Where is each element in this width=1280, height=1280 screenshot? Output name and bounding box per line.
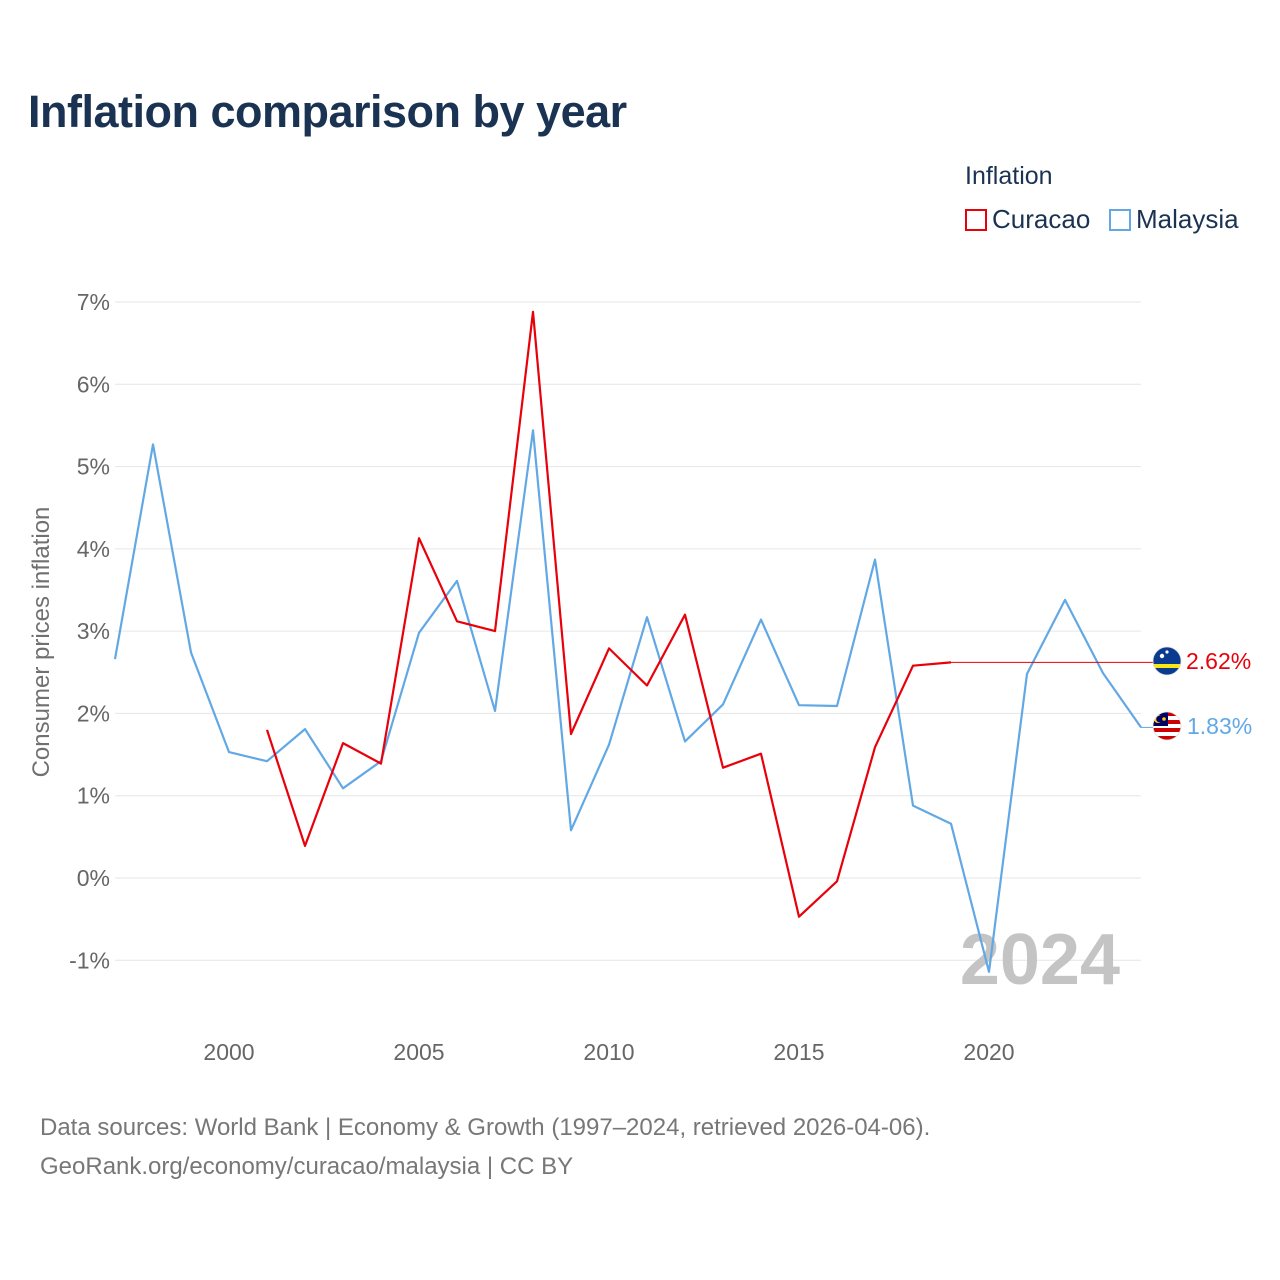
x-tick-label: 2015: [773, 1039, 824, 1065]
series-line-malaysia: [113, 429, 1142, 973]
x-tick-label: 2020: [963, 1039, 1014, 1065]
source-line-2[interactable]: GeoRank.org/economy/curacao/malaysia | C…: [40, 1153, 574, 1180]
x-tick-label: 2005: [393, 1039, 444, 1065]
series-line-curacao: [265, 310, 952, 918]
x-tick-label: 2000: [203, 1039, 254, 1065]
legend-swatch-malaysia: [1109, 208, 1131, 231]
y-tick-label: 6%: [77, 371, 110, 397]
chart-title: Inflation comparison by year: [28, 86, 627, 137]
y-tick-label: 7%: [77, 289, 110, 315]
source-line-1: Data sources: World Bank | Economy & Gro…: [40, 1114, 931, 1141]
legend-label-malaysia: Malaysia: [1136, 204, 1239, 234]
legend-item-curacao[interactable]: Curacao: [965, 204, 1090, 235]
source-note: Data sources: World Bank | Economy & Gro…: [40, 1108, 930, 1186]
y-tick-label: -1%: [69, 947, 110, 973]
end-label-curacao: 2.62%: [1186, 648, 1251, 674]
gridlines: [115, 301, 1141, 961]
year-watermark: 2024: [960, 920, 1120, 1000]
malaysia-flag-icon: [1152, 711, 1182, 741]
x-tick-label: 2010: [583, 1039, 634, 1065]
series-lines: [113, 310, 1153, 973]
y-tick-label: 2%: [77, 700, 110, 726]
legend-item-malaysia[interactable]: Malaysia: [1109, 204, 1239, 235]
legend-swatch-curacao: [965, 208, 987, 231]
y-tick-label: 1%: [77, 783, 110, 809]
legend-label-curacao: Curacao: [992, 204, 1091, 234]
y-tick-labels: -1% 0% 1% 2% 3% 4% 5% 6% 7%: [69, 289, 110, 973]
end-label-malaysia: 1.83%: [1187, 713, 1252, 739]
curacao-flag-icon: [1152, 646, 1182, 676]
legend-title: Inflation: [965, 162, 1053, 190]
y-tick-label: 4%: [77, 536, 110, 562]
x-tick-labels: 2000 2005 2010 2015 2020: [203, 1039, 1014, 1065]
y-tick-label: 3%: [77, 618, 110, 644]
y-tick-label: 5%: [77, 454, 110, 480]
y-tick-label: 0%: [77, 865, 110, 891]
